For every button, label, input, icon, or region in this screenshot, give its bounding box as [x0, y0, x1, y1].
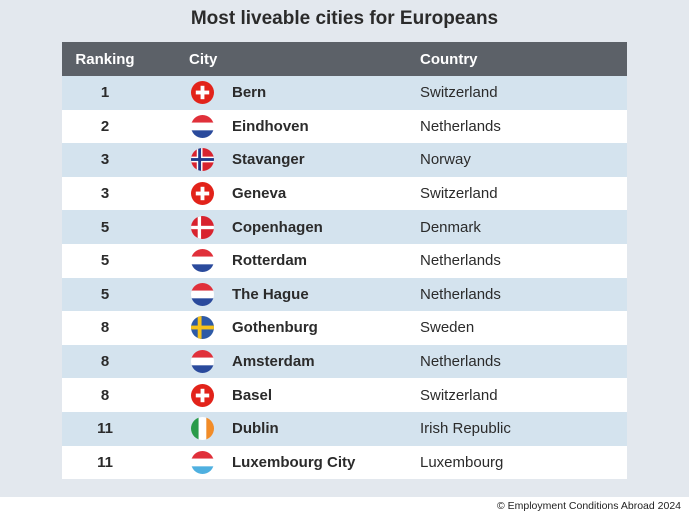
country-cell: Sweden — [420, 319, 475, 337]
country-cell: Netherlands — [420, 117, 501, 135]
city-cell: Eindhoven — [232, 117, 309, 135]
flag-cell — [191, 143, 215, 177]
city-cell: Bern — [232, 84, 267, 102]
city-cell: Basel — [232, 386, 273, 404]
table-row: 3 Stavanger Norway — [62, 143, 627, 177]
sweden-flag-icon — [191, 316, 214, 340]
city-cell: Stavanger — [232, 151, 305, 169]
city-cell: Luxembourg City — [232, 453, 356, 471]
norway-flag-icon — [191, 148, 214, 172]
ranking-cell: 8 — [100, 319, 110, 337]
flag-cell — [191, 345, 215, 379]
copyright-footer: © Employment Conditions Abroad 2024 — [496, 500, 681, 512]
ranking-cell: 3 — [100, 185, 110, 203]
ranking-cell: 2 — [100, 117, 110, 135]
ranking-cell: 11 — [97, 420, 113, 438]
country-cell: Denmark — [420, 218, 481, 236]
table-row: 8 Amsterdam Netherlands — [62, 344, 627, 379]
country-cell: Switzerland — [420, 386, 498, 404]
netherlands-flag-icon — [191, 350, 214, 374]
table-row: 8 Basel Switzerland — [62, 378, 627, 412]
city-cell: Rotterdam — [232, 252, 308, 270]
ranking-cell: 11 — [97, 453, 113, 471]
country-cell: Netherlands — [420, 252, 501, 270]
table-body: 1 Bern Switzerland 2 Eindhoven Netherlands 3 St… — [62, 76, 627, 480]
flag-cell — [191, 278, 215, 312]
table-header: Ranking City Country — [62, 42, 627, 76]
denmark-flag-icon — [191, 215, 214, 239]
flag-cell — [191, 210, 215, 244]
ranking-cell: 5 — [100, 285, 110, 303]
flag-cell — [191, 76, 215, 110]
country-cell: Switzerland — [420, 84, 498, 102]
table-row: 11 Luxembourg City Luxembourg — [62, 445, 627, 480]
header-country: Country — [420, 50, 478, 68]
page-title: Most liveable cities for Europeans — [190, 8, 499, 29]
netherlands-flag-icon — [191, 114, 214, 138]
table-row: 8 Gothenburg Sweden — [62, 311, 627, 345]
ranking-cell: 8 — [100, 353, 110, 371]
country-cell: Luxembourg — [420, 453, 504, 471]
ranking-cell: 8 — [100, 386, 110, 404]
flag-cell — [191, 378, 215, 412]
table-row: 5 The Hague Netherlands — [62, 277, 627, 312]
ranking-cell: 5 — [100, 218, 110, 236]
ireland-flag-icon — [191, 417, 214, 441]
flag-cell — [191, 412, 215, 446]
header-ranking: Ranking — [75, 50, 135, 68]
table-row: 5 Copenhagen Denmark — [62, 210, 627, 244]
switzerland-flag-icon — [191, 81, 214, 105]
netherlands-flag-icon — [191, 282, 214, 306]
table-row: 11 Dublin Irish Republic — [62, 411, 627, 446]
switzerland-flag-icon — [191, 182, 214, 206]
city-cell: Dublin — [232, 420, 279, 438]
table-row: 3 Geneva Switzerland — [62, 176, 627, 211]
ranking-cell: 5 — [100, 252, 110, 270]
flag-cell — [191, 110, 215, 144]
luxembourg-flag-icon — [191, 450, 214, 474]
ranking-cell: 3 — [100, 151, 110, 169]
ranking-cell: 1 — [100, 84, 110, 102]
header-city: City — [189, 50, 218, 68]
country-cell: Netherlands — [420, 353, 501, 371]
flag-cell — [191, 177, 215, 211]
rankings-table: Ranking City Country 1 Bern Switzerland 2 Ei… — [62, 42, 627, 480]
table-row: 5 Rotterdam Netherlands — [62, 243, 627, 278]
flag-cell — [191, 446, 215, 480]
city-cell: Geneva — [232, 185, 287, 203]
flag-cell — [191, 244, 215, 278]
netherlands-flag-icon — [191, 249, 214, 273]
switzerland-flag-icon — [191, 383, 214, 407]
city-cell: Copenhagen — [232, 218, 323, 236]
table-row: 1 Bern Switzerland — [62, 76, 627, 110]
country-cell: Switzerland — [420, 185, 498, 203]
city-cell: Gothenburg — [232, 319, 318, 337]
country-cell: Irish Republic — [420, 420, 511, 438]
table-row: 2 Eindhoven Netherlands — [62, 109, 627, 144]
flag-cell — [191, 311, 215, 345]
city-cell: Amsterdam — [232, 353, 315, 371]
country-cell: Norway — [420, 151, 471, 169]
country-cell: Netherlands — [420, 285, 501, 303]
city-cell: The Hague — [232, 285, 309, 303]
